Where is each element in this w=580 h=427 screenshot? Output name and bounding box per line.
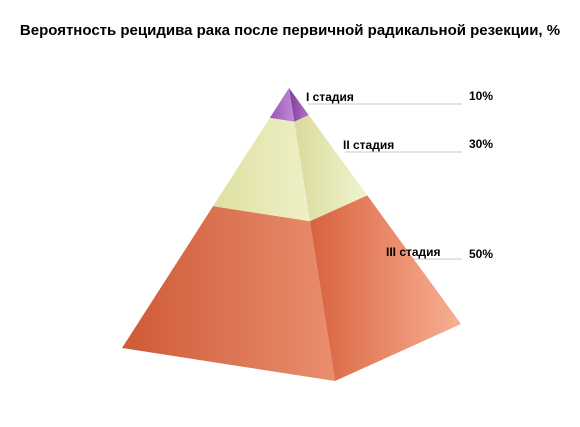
stage-2-value-label: 30%	[469, 137, 493, 151]
stage-3-value-label: 50%	[469, 247, 493, 261]
stage-1-left-face	[269, 88, 295, 122]
stage-3-right-face	[309, 195, 461, 381]
chart-title: Вероятность рецидива рака после первично…	[19, 22, 561, 39]
stage-2-right-face	[294, 115, 368, 222]
stage-2-left-face	[213, 117, 310, 222]
stage-3-label: III стадия	[386, 245, 441, 259]
stage-1-label: I стадия	[306, 90, 354, 104]
stage-2-label: II стадия	[343, 138, 394, 152]
stage-1-right-face	[289, 88, 309, 122]
stage-3-left-face	[122, 206, 335, 381]
stage-1-value-label: 10%	[469, 89, 493, 103]
